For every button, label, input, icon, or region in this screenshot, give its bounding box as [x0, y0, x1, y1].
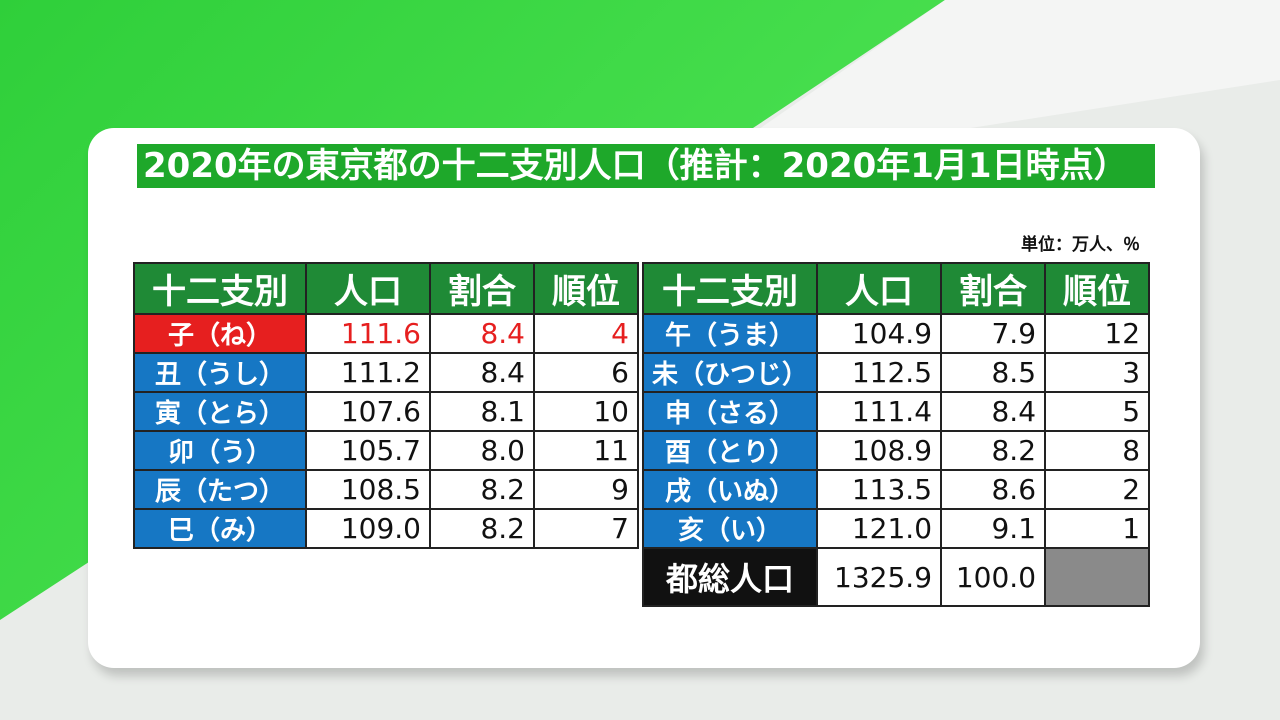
rank-cell: 2	[1044, 469, 1151, 510]
population-cell: 107.6	[305, 391, 431, 432]
zodiac-sign-cell: 戌（いぬ）	[641, 469, 819, 510]
total-rank-blank	[1044, 547, 1151, 607]
population-cell: 111.2	[305, 352, 431, 393]
share-cell: 7.9	[940, 313, 1047, 354]
share-cell: 8.2	[429, 469, 535, 510]
rank-cell: 3	[1044, 352, 1151, 393]
rank-cell: 1	[1044, 508, 1151, 549]
total-label: 都総人口	[641, 547, 819, 607]
table-row: 辰（たつ） 108.5 8.2 9	[133, 469, 639, 510]
table-row: 丑（うし） 111.2 8.4 6	[133, 352, 639, 393]
unit-note: 単位：万人、％	[1021, 235, 1140, 255]
share-cell: 8.4	[429, 313, 535, 354]
share-cell: 8.2	[429, 508, 535, 549]
rank-cell: 8	[1044, 430, 1151, 471]
rank-cell: 7	[533, 508, 639, 549]
rank-cell: 12	[1044, 313, 1151, 354]
page-title: 2020年の東京都の十二支別人口（推計：2020年1月1日時点）	[137, 144, 1155, 188]
rank-cell: 4	[533, 313, 639, 354]
share-cell: 8.4	[429, 352, 535, 393]
table-row: 未（ひつじ） 112.5 8.5 3	[641, 352, 1151, 393]
population-cell: 111.4	[816, 391, 943, 432]
population-cell: 111.6	[305, 313, 431, 354]
table-row: 亥（い） 121.0 9.1 1	[641, 508, 1151, 549]
table-row: 卯（う） 105.7 8.0 11	[133, 430, 639, 471]
population-cell: 108.5	[305, 469, 431, 510]
population-cell: 121.0	[816, 508, 943, 549]
rank-cell: 5	[1044, 391, 1151, 432]
total-row: 都総人口 1325.9 100.0	[641, 547, 1151, 607]
rank-cell: 9	[533, 469, 639, 510]
table-row: 午（うま） 104.9 7.9 12	[641, 313, 1151, 354]
table-row: 申（さる） 111.4 8.4 5	[641, 391, 1151, 432]
table-row: 寅（とら） 107.6 8.1 10	[133, 391, 639, 432]
share-cell: 8.5	[940, 352, 1047, 393]
population-cell: 113.5	[816, 469, 943, 510]
zodiac-sign-cell: 酉（とり）	[641, 430, 819, 471]
rank-cell: 10	[533, 391, 639, 432]
population-cell: 104.9	[816, 313, 943, 354]
zodiac-sign-cell: 申（さる）	[641, 391, 819, 432]
zodiac-table-left: 十二支別 人口 割合 順位 子（ね） 111.6 8.4 4 丑（うし） 111…	[133, 262, 639, 549]
header-share: 割合	[940, 262, 1047, 315]
population-cell: 108.9	[816, 430, 943, 471]
share-cell: 8.0	[429, 430, 535, 471]
zodiac-sign-cell: 辰（たつ）	[133, 469, 307, 510]
population-cell: 105.7	[305, 430, 431, 471]
population-cell: 112.5	[816, 352, 943, 393]
zodiac-sign-cell: 丑（うし）	[133, 352, 307, 393]
zodiac-table-right: 十二支別 人口 割合 順位 午（うま） 104.9 7.9 12 未（ひつじ） …	[641, 262, 1151, 607]
zodiac-sign-cell: 午（うま）	[641, 313, 819, 354]
zodiac-sign-cell: 巳（み）	[133, 508, 307, 549]
zodiac-sign-cell: 寅（とら）	[133, 391, 307, 432]
zodiac-sign-cell: 未（ひつじ）	[641, 352, 819, 393]
header-rank: 順位	[1044, 262, 1151, 315]
share-cell: 9.1	[940, 508, 1047, 549]
zodiac-sign-cell: 卯（う）	[133, 430, 307, 471]
zodiac-sign-cell: 亥（い）	[641, 508, 819, 549]
total-population: 1325.9	[816, 547, 943, 607]
table-row: 酉（とり） 108.9 8.2 8	[641, 430, 1151, 471]
header-sign: 十二支別	[133, 262, 307, 315]
total-share: 100.0	[940, 547, 1047, 607]
population-cell: 109.0	[305, 508, 431, 549]
share-cell: 8.1	[429, 391, 535, 432]
table-header-row: 十二支別 人口 割合 順位	[133, 262, 639, 315]
share-cell: 8.2	[940, 430, 1047, 471]
header-population: 人口	[816, 262, 943, 315]
table-header-row: 十二支別 人口 割合 順位	[641, 262, 1151, 315]
table-row: 子（ね） 111.6 8.4 4	[133, 313, 639, 354]
table-row: 戌（いぬ） 113.5 8.6 2	[641, 469, 1151, 510]
header-sign: 十二支別	[641, 262, 819, 315]
header-share: 割合	[429, 262, 535, 315]
rank-cell: 6	[533, 352, 639, 393]
rank-cell: 11	[533, 430, 639, 471]
table-row: 巳（み） 109.0 8.2 7	[133, 508, 639, 549]
zodiac-sign-cell: 子（ね）	[133, 313, 307, 354]
share-cell: 8.6	[940, 469, 1047, 510]
header-rank: 順位	[533, 262, 639, 315]
header-population: 人口	[305, 262, 431, 315]
share-cell: 8.4	[940, 391, 1047, 432]
